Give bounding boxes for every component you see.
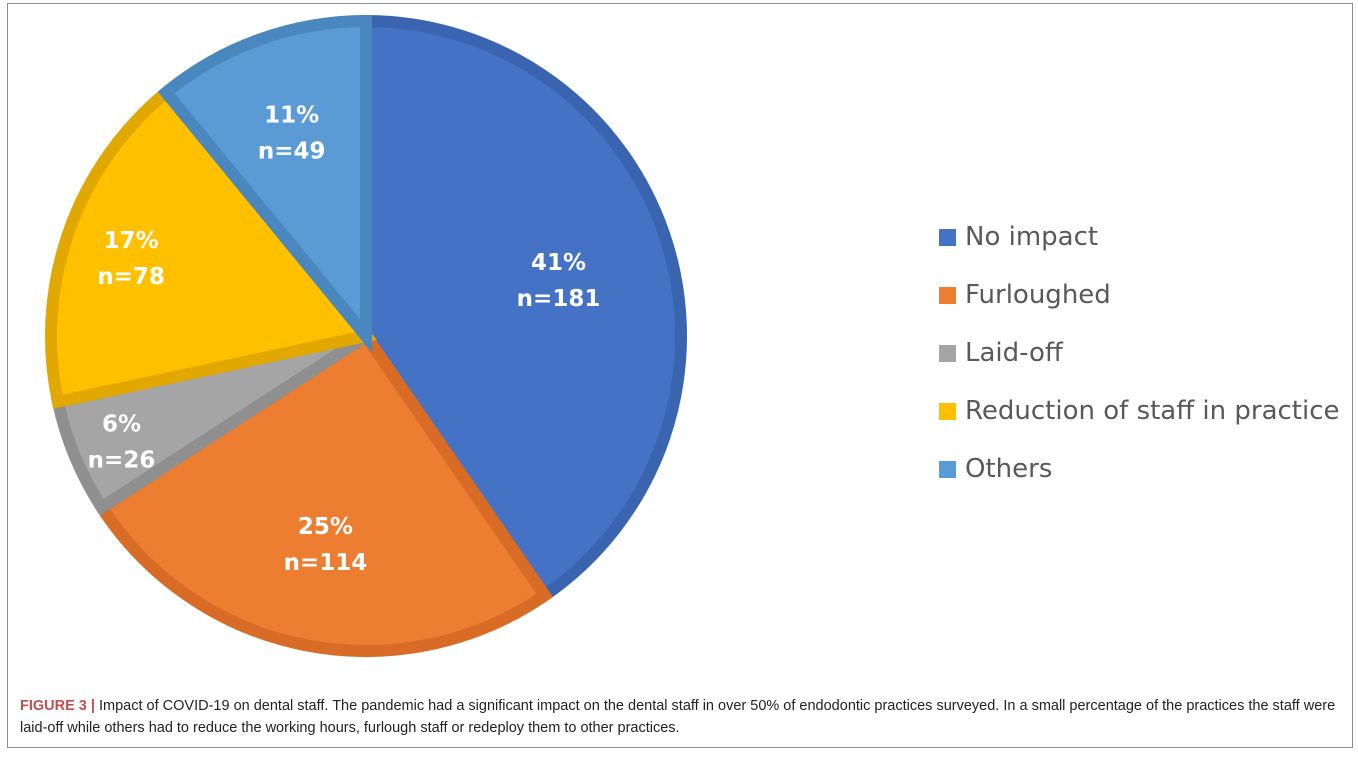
- legend-label: Laid-off: [965, 338, 1063, 368]
- slice-percent-label: 11%: [264, 102, 319, 128]
- figure-caption: FIGURE 3 | Impact of COVID-19 on dental …: [20, 695, 1340, 739]
- pie-chart: 41% n=181 25% n=114 6% n=26 17% n=78 11% n=49: [45, 14, 687, 657]
- legend-swatch: [939, 460, 956, 478]
- legend-label: No impact: [965, 222, 1099, 252]
- legend-item-furloughed: Furloughed: [939, 266, 1339, 324]
- figure-number: FIGURE 3 |: [20, 698, 95, 714]
- legend-item-others: Others: [939, 440, 1339, 498]
- slice-count-label: n=78: [97, 264, 165, 290]
- figure-frame: [7, 3, 1353, 748]
- pie-slice-no-impact: [360, 14, 687, 604]
- legend-item-laid-off: Laid-off: [939, 324, 1339, 382]
- pie-slice-others: [157, 14, 372, 353]
- slice-count-label: n=49: [258, 138, 326, 164]
- legend-label: Others: [965, 454, 1053, 484]
- slice-count-label: n=114: [284, 550, 368, 576]
- legend-swatch: [939, 286, 956, 304]
- slice-percent-label: 41%: [531, 250, 586, 276]
- slice-count-label: n=181: [517, 286, 601, 312]
- legend-item-no-impact: No impact: [939, 208, 1339, 266]
- pie-slice-furloughed: [93, 327, 554, 657]
- legend-label: Reduction of staff in practice: [965, 396, 1340, 426]
- slice-count-label: n=26: [88, 447, 156, 473]
- slice-percent-label: 17%: [104, 228, 159, 254]
- legend-item-reduction-of-staff: Reduction of staff in practice: [939, 382, 1340, 440]
- legend-swatch: [939, 344, 956, 362]
- legend-swatch: [939, 402, 956, 420]
- chart-legend: No impact Furloughed Laid-off Reduction …: [939, 208, 1340, 498]
- legend-label: Furloughed: [965, 280, 1111, 310]
- pie-slice-reduction-of-staff: [45, 84, 377, 409]
- slice-percent-label: 6%: [102, 411, 141, 437]
- slice-percent-label: 25%: [298, 514, 353, 540]
- legend-swatch: [939, 228, 956, 246]
- caption-text: Impact of COVID-19 on dental staff. The …: [20, 698, 1336, 736]
